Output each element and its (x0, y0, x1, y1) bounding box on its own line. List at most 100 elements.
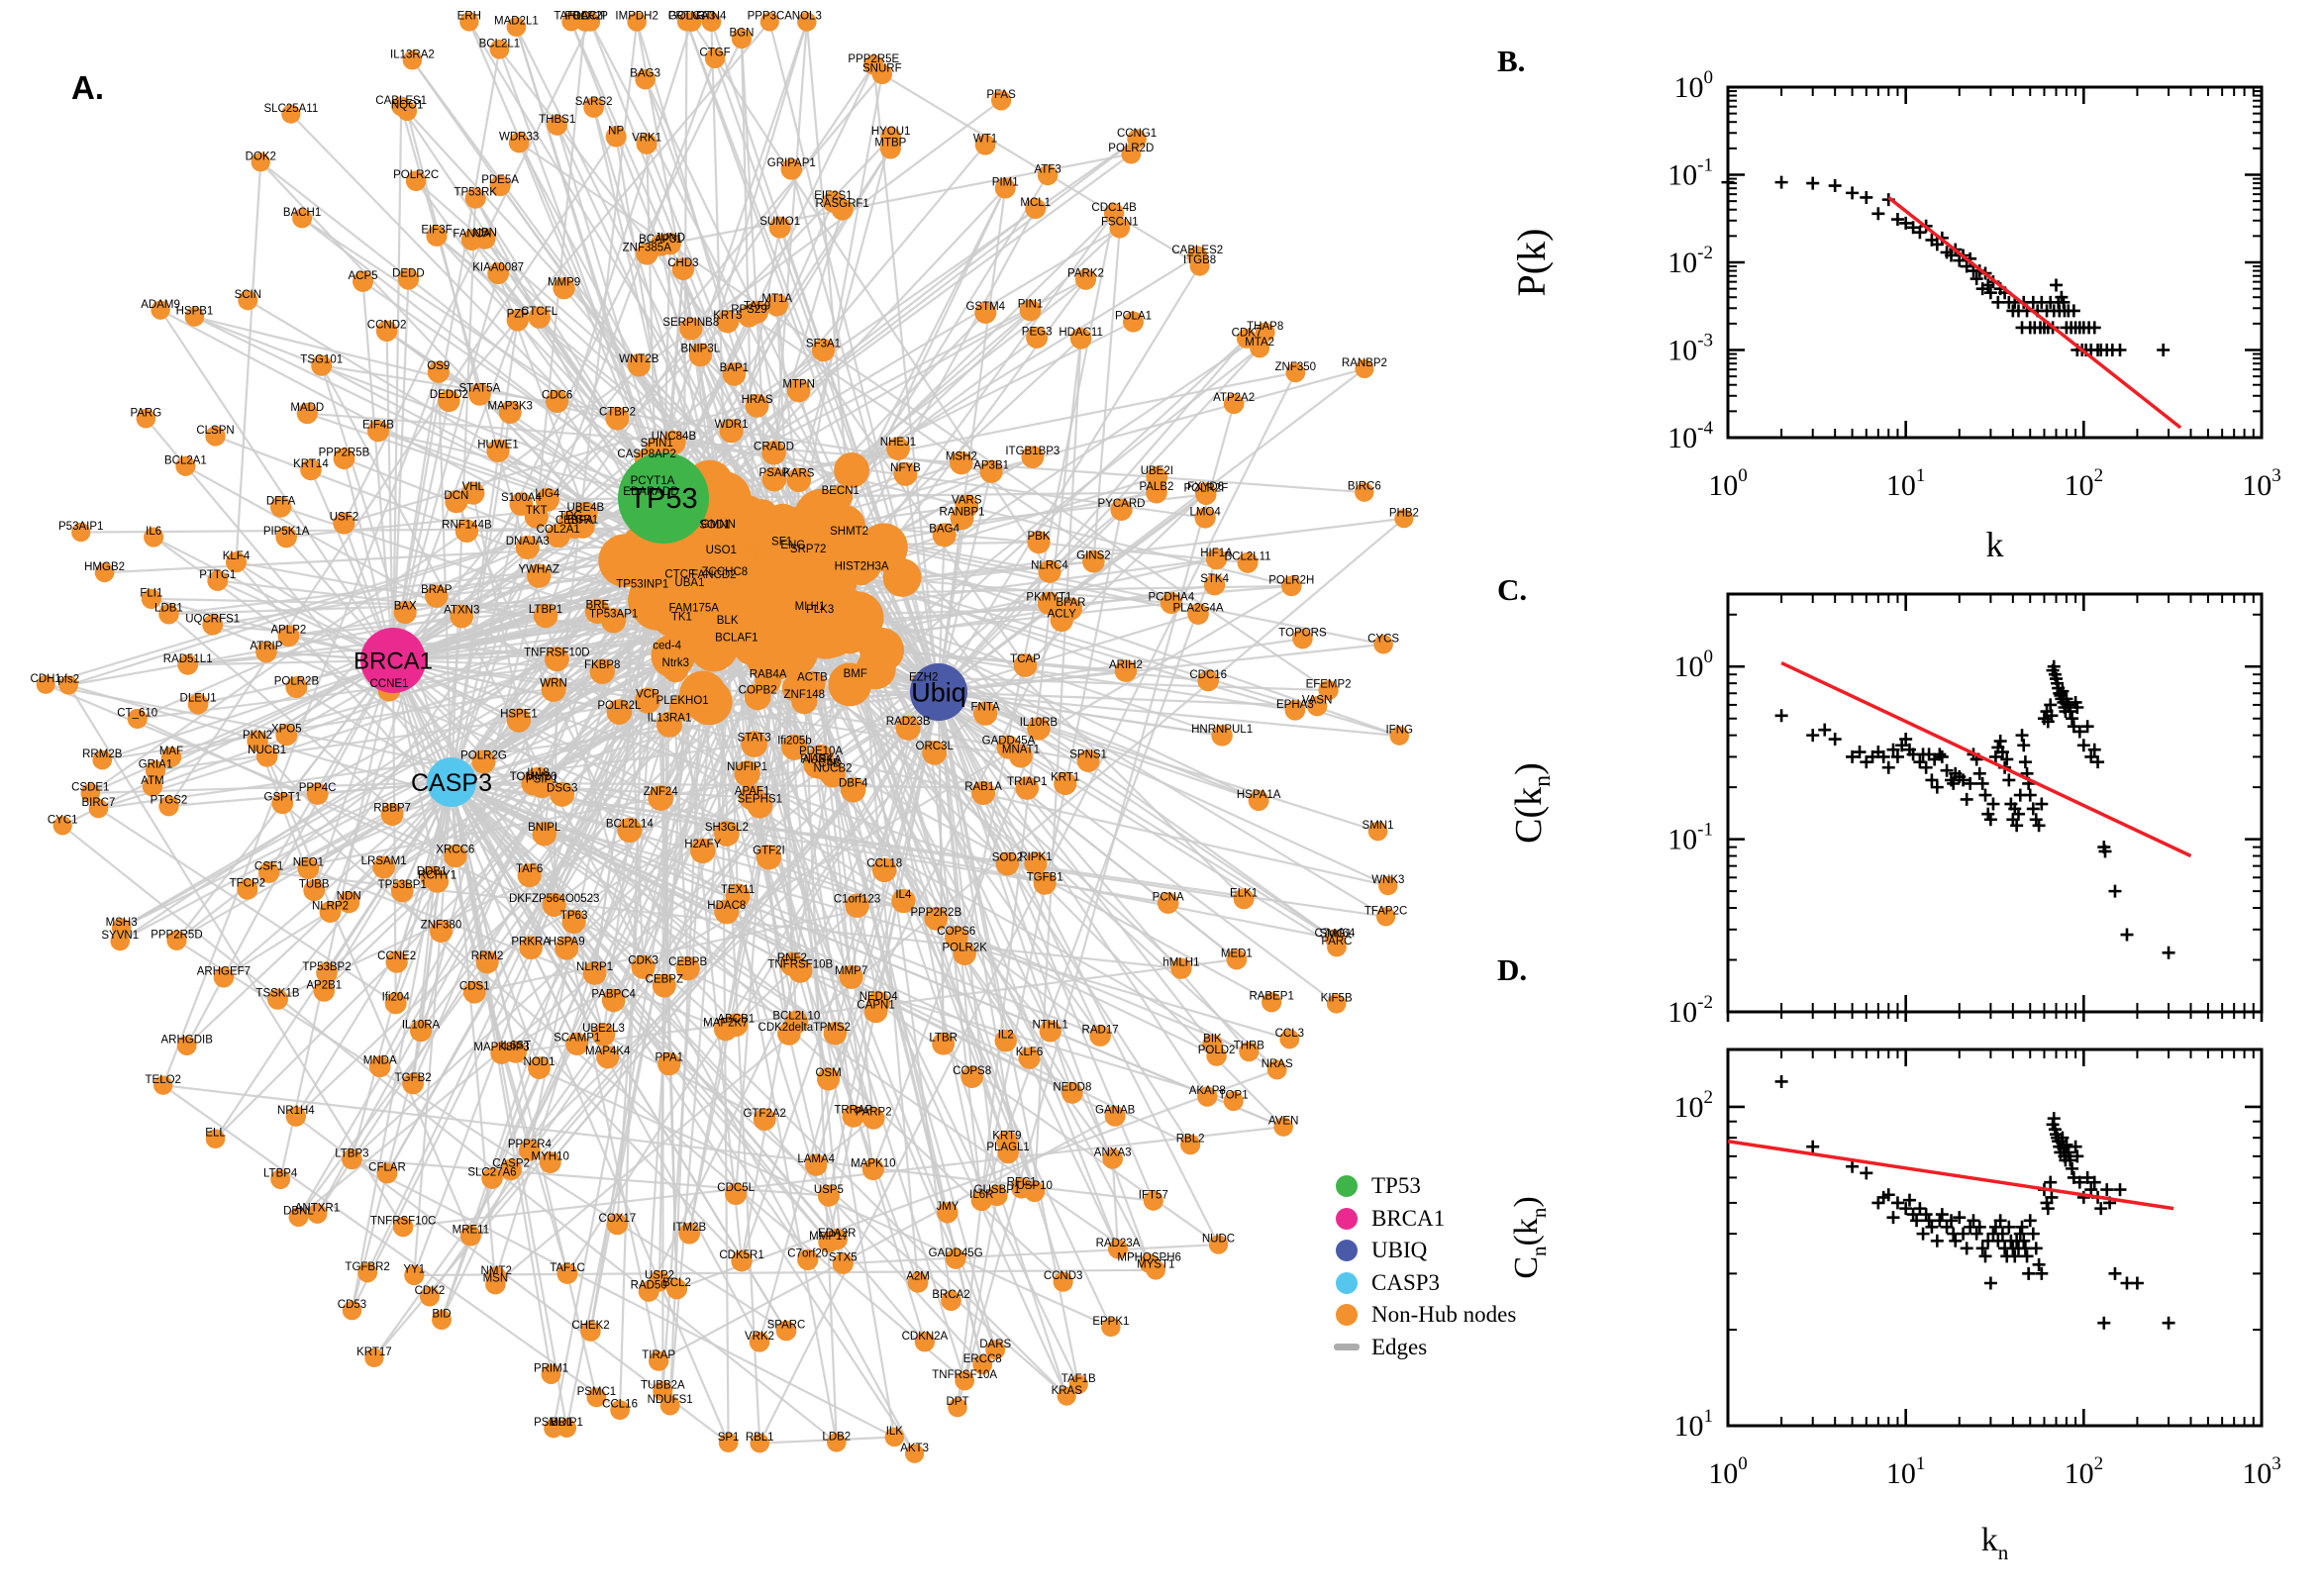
network-node-label: BMF (844, 668, 867, 680)
network-edge (450, 781, 553, 1375)
network-node-label: ACP5 (348, 270, 377, 282)
legend-item: Edges (1334, 1332, 1516, 1364)
network-node (353, 270, 373, 292)
network-node (985, 1340, 1006, 1360)
legend-item: Non-Hub nodes (1336, 1299, 1516, 1332)
network-node-label: BACH1 (283, 207, 321, 219)
network-node (702, 519, 728, 545)
network-edge (777, 609, 845, 1264)
network-node-label: IL13RA1 (648, 712, 692, 724)
network-node-label: PARC (1321, 936, 1352, 948)
data-point (2045, 709, 2059, 723)
network-node (828, 484, 854, 510)
network-node-label: HIST2H3A (835, 561, 889, 573)
network-node-label: LTBR (929, 1032, 958, 1044)
network-node-label: SH3GL2 (705, 822, 749, 834)
network-node-label: USP5 (814, 1184, 844, 1196)
node-swatch-icon (1336, 1207, 1358, 1230)
network-node-label: IMPDH2 (615, 11, 657, 23)
network-node (765, 293, 789, 317)
network-node-label: BRIP1 (551, 1417, 583, 1429)
network-node (266, 988, 288, 1010)
network-node (1250, 338, 1270, 358)
network-node (648, 785, 674, 811)
network-node-label: CDC5L (717, 1182, 755, 1194)
network-node (1069, 328, 1092, 349)
network-node (679, 317, 703, 341)
network-edge (938, 347, 1261, 693)
network-node (1279, 1029, 1300, 1049)
network-node (1170, 957, 1192, 979)
y-tick-label: 10-4 (1667, 418, 1713, 454)
network-node (205, 426, 226, 447)
network-node (786, 467, 812, 493)
network-node-label: FANCD2 (691, 569, 736, 581)
network-node-label: PLA2G4A (1172, 602, 1223, 614)
data-point (2098, 845, 2112, 858)
network-node-label: POLR2I (564, 11, 605, 23)
data-point (2041, 1202, 2055, 1216)
data-point (1774, 709, 1788, 723)
network-node-label: CDC6 (542, 390, 572, 402)
network-node (393, 601, 417, 625)
network-node (489, 175, 511, 197)
network-node (427, 360, 450, 383)
network-node (863, 54, 884, 75)
network-node-label: ITGB1BP3 (1005, 446, 1060, 457)
network-node-label: RAD23A (1096, 1238, 1141, 1249)
hub-node-brca1 (360, 628, 426, 693)
network-node (319, 901, 342, 923)
network-node-label: BIRC7 (81, 797, 115, 809)
network-node-label: EGR1 (567, 515, 598, 527)
network-node-label: AP3B1 (973, 459, 1009, 471)
network-node (1367, 821, 1388, 842)
network-node-label: USP10 (1016, 1180, 1052, 1192)
network-node-label: ARIH2 (1109, 659, 1143, 671)
network-edge (938, 690, 1318, 708)
network-node-label: HUWE1 (477, 439, 519, 450)
network-node (1024, 1180, 1046, 1203)
hub-label: TP53 (629, 483, 697, 515)
network-node (1226, 948, 1248, 970)
network-node-label: DCN (444, 490, 468, 502)
network-node-label: SPNS1 (1069, 749, 1107, 761)
network-node-label: IL2 (998, 1029, 1014, 1041)
network-node-label: KRT14 (293, 458, 329, 470)
data-point (1899, 216, 1913, 230)
data-point (2100, 1183, 2114, 1197)
network-node (799, 670, 826, 697)
network-node (1389, 726, 1409, 746)
network-node (306, 782, 329, 805)
network-node (255, 641, 277, 663)
network-edge (676, 1068, 1278, 1290)
network-node-label: MNDA (363, 1055, 397, 1067)
network-node-label: KLF4 (223, 550, 251, 562)
network-node-label: SOD2 (992, 852, 1023, 864)
network-node-label: PYCARD (1098, 498, 1146, 510)
network-node-label: USO1 (706, 545, 737, 556)
network-node (807, 603, 833, 630)
network-node-label: TOP1 (1219, 1090, 1249, 1102)
data-point (1890, 213, 1904, 227)
network-edge (267, 659, 394, 873)
network-node-label: MTBP (874, 137, 906, 149)
network-node-label: DBNL (283, 1206, 314, 1218)
data-point (1930, 238, 1944, 251)
data-point (1933, 748, 1947, 761)
network-node-label: BAG4 (929, 523, 960, 535)
network-node (630, 578, 656, 604)
network-node (1121, 144, 1142, 164)
network-node (708, 544, 734, 569)
network-node-label: JMY (936, 1201, 959, 1213)
network-node (690, 838, 716, 864)
network-node-label: GMNN (701, 519, 736, 531)
network-node-label: RRM2B (82, 748, 123, 760)
network-node-label: TDG (558, 511, 582, 523)
network-node-label: ZNF380 (421, 920, 462, 932)
network-node (839, 964, 863, 989)
network-node-label: BIRC6 (1348, 481, 1381, 493)
network-edge (938, 690, 1400, 738)
network-node (247, 730, 268, 752)
x-tick-label: 101 (1886, 1453, 1926, 1490)
network-edge (956, 403, 1236, 1408)
